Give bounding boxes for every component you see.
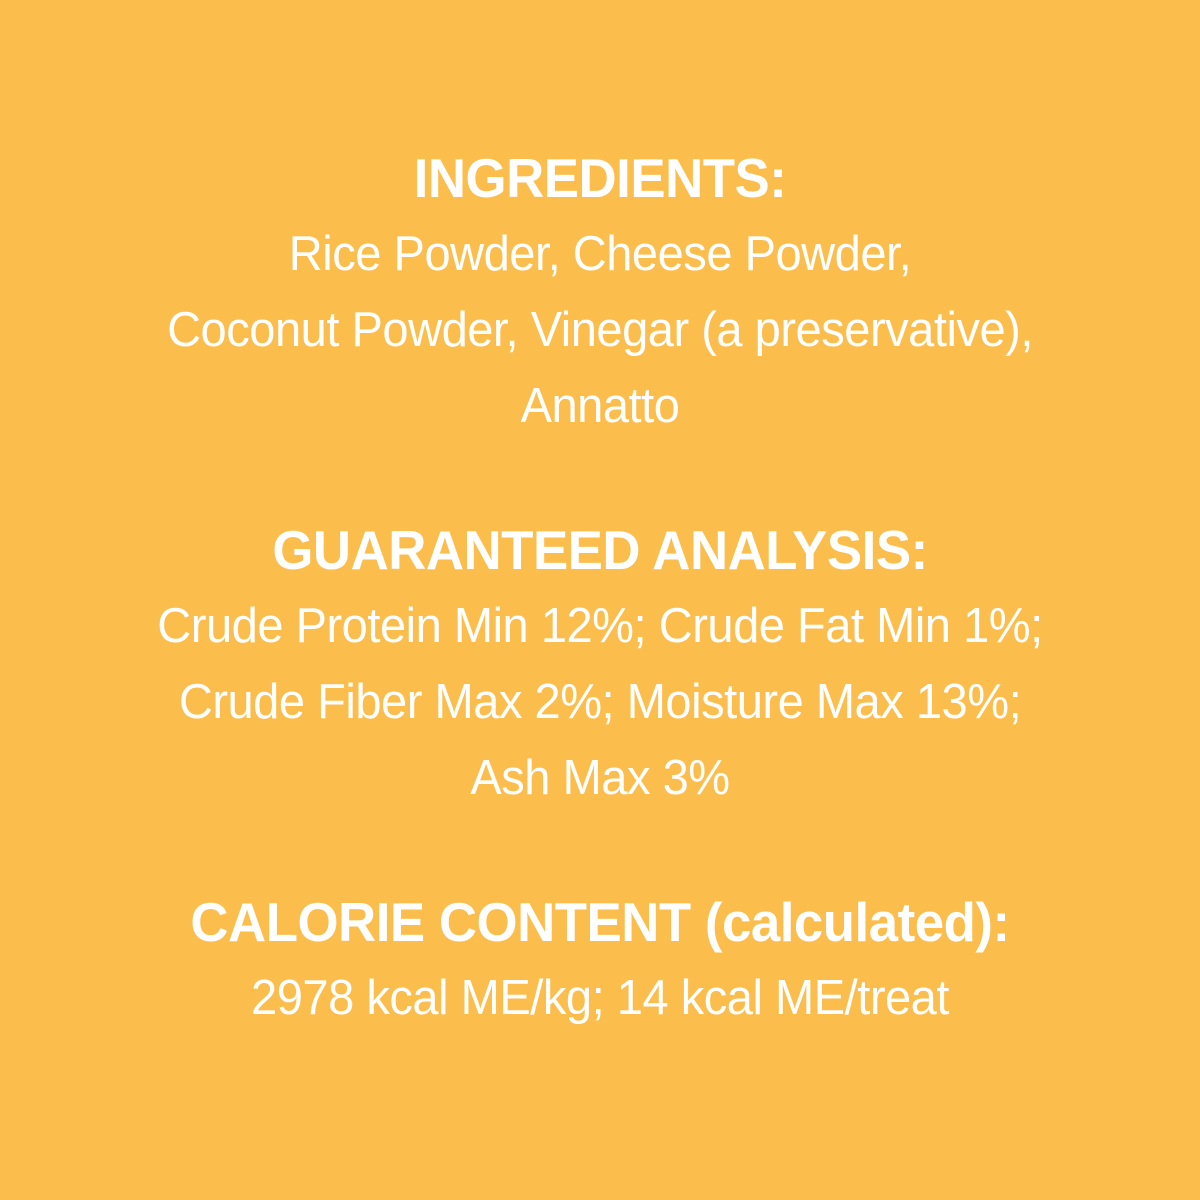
ingredients-section: INGREDIENTS: Rice Powder, Cheese Powder,… xyxy=(24,140,1176,444)
guaranteed-analysis-heading: GUARANTEED ANALYSIS: xyxy=(272,519,928,581)
calorie-content-section: CALORIE CONTENT (calculated): 2978 kcal … xyxy=(24,884,1176,1036)
guaranteed-analysis-line-2: Crude Fiber Max 2%; Moisture Max 13%; xyxy=(178,675,1022,729)
guaranteed-analysis-section: GUARANTEED ANALYSIS: Crude Protein Min 1… xyxy=(24,512,1176,816)
ingredients-heading: INGREDIENTS: xyxy=(413,147,787,209)
ingredients-line-3: Annatto xyxy=(520,379,680,433)
ingredients-line-1: Rice Powder, Cheese Powder, xyxy=(288,227,912,281)
calorie-content-heading: CALORIE CONTENT (calculated): xyxy=(190,891,1010,953)
guaranteed-analysis-line-1: Crude Protein Min 12%; Crude Fat Min 1%; xyxy=(157,599,1043,653)
guaranteed-analysis-line-3: Ash Max 3% xyxy=(470,751,730,805)
calorie-content-line-1: 2978 kcal ME/kg; 14 kcal ME/treat xyxy=(251,971,949,1025)
label-content: INGREDIENTS: Rice Powder, Cheese Powder,… xyxy=(24,140,1176,1104)
ingredients-line-2: Coconut Powder, Vinegar (a preservative)… xyxy=(167,303,1033,357)
